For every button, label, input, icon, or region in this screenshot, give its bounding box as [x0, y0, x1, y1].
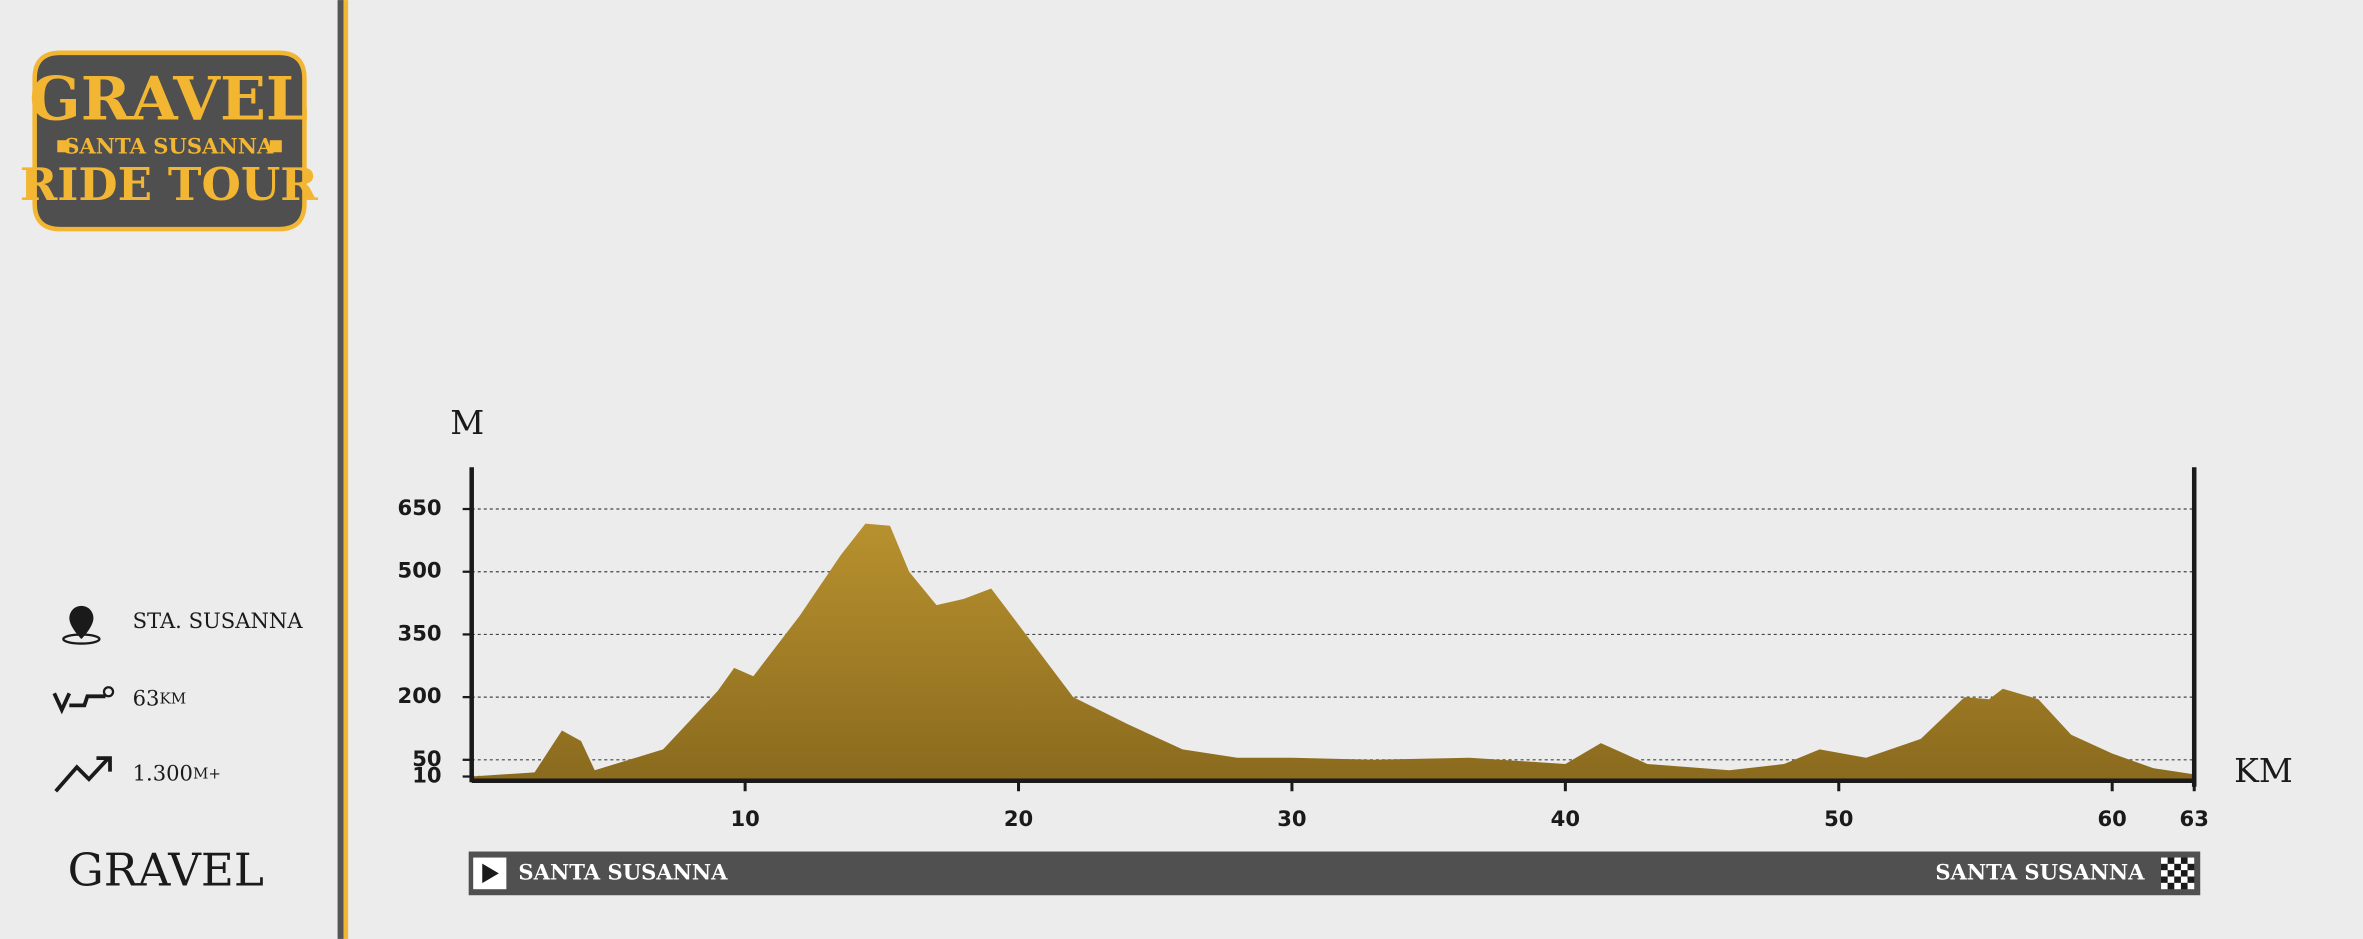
location: STA. SUSANNA [133, 608, 304, 633]
divider-accent [343, 0, 349, 939]
distance-value: 63 [133, 685, 160, 710]
y-tick-label: 50 [412, 746, 441, 771]
flag-cell [2180, 870, 2188, 877]
elevation-value: 1.300 [133, 760, 193, 785]
distance-icon [52, 692, 106, 715]
flag-cell [2161, 870, 2168, 877]
x-tick-label: 30 [1277, 806, 1306, 831]
flag-cell [2180, 857, 2188, 864]
flag-cell [2174, 882, 2181, 890]
y-tick-label: 350 [398, 620, 442, 645]
distance-unit: KM [159, 689, 186, 707]
route-start: SANTA SUSANNA [518, 860, 728, 885]
flag-cell [2167, 857, 2175, 864]
logo-subtitle: SANTA SUSANNA [64, 133, 274, 158]
flag-cell [2187, 876, 2195, 883]
flag-cell [2161, 882, 2168, 890]
flag-cell [2174, 863, 2181, 871]
finish-flag [2161, 857, 2195, 890]
flag-cell [2161, 857, 2168, 864]
logo-title: GRAVEL [29, 64, 308, 135]
elevation-area [471, 523, 2195, 781]
flag-cell [2174, 857, 2181, 864]
x-tick-label: 40 [1551, 806, 1580, 831]
x-tick-label: 63 [2180, 806, 2209, 831]
y-tick-label: 200 [398, 683, 442, 708]
flag-cell [2187, 863, 2195, 871]
flag-cell [2187, 882, 2195, 890]
y-tick-label: 500 [398, 558, 442, 583]
x-tick-label: 60 [2098, 806, 2127, 831]
flag-cell [2180, 876, 2188, 883]
flag-cell [2180, 863, 2188, 871]
divider [337, 0, 344, 939]
flag-cell [2161, 863, 2168, 871]
flag-cell [2167, 863, 2175, 871]
flag-cell [2180, 882, 2188, 890]
distance: 63KM [133, 685, 187, 710]
flag-cell [2174, 876, 2181, 883]
start-icon-arrow [482, 863, 499, 884]
category: GRAVEL [68, 844, 264, 897]
flag-cell [2161, 876, 2168, 883]
logo-badge [32, 50, 307, 232]
x-axis-label: KM [2234, 751, 2293, 790]
location-icon [69, 605, 94, 640]
flag-cell [2167, 876, 2175, 883]
logo-tagline: RIDE TOUR [20, 158, 319, 211]
flag-cell [2167, 870, 2175, 877]
flag-cell [2167, 882, 2175, 890]
y-tick-label: 650 [398, 495, 442, 520]
flag-cell [2174, 870, 2181, 877]
x-tick-label: 50 [1824, 806, 1853, 831]
y-axis-label: M [450, 403, 484, 442]
flag-cell [2187, 870, 2195, 877]
route-bar [468, 851, 2201, 896]
location-icon-base [62, 633, 101, 645]
x-tick-label: 20 [1004, 806, 1033, 831]
elevation: 1.300M+ [133, 760, 221, 785]
flag-cell [2187, 857, 2195, 864]
route-finish: SANTA SUSANNA [1935, 860, 2145, 885]
elevation-icon [54, 756, 112, 793]
logo-dot [57, 140, 70, 153]
y-tick-label: 10 [412, 763, 441, 788]
distance-icon-pin [102, 686, 115, 698]
elevation-unit: M+ [193, 765, 221, 783]
x-tick-label: 10 [730, 806, 759, 831]
logo-dot [269, 140, 282, 153]
